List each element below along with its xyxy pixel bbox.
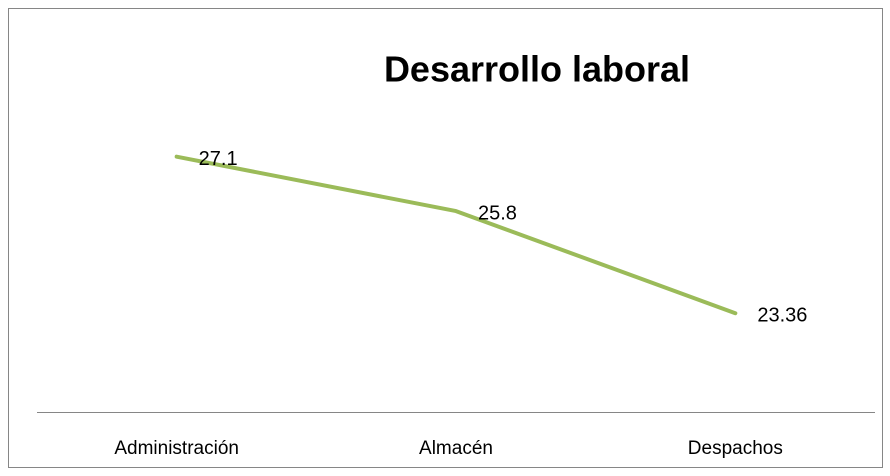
chart-frame: [8, 8, 883, 468]
data-line: [174, 154, 738, 316]
data-label: 25.8: [478, 202, 517, 224]
x-tick-label: Administración: [114, 438, 239, 459]
x-tick-label: Almacén: [419, 438, 493, 459]
data-label: 23.36: [757, 304, 807, 326]
chart-title: Desarrollo laboral: [384, 49, 690, 90]
x-tick-label: Despachos: [688, 438, 783, 459]
data-label: 27.1: [199, 148, 238, 170]
